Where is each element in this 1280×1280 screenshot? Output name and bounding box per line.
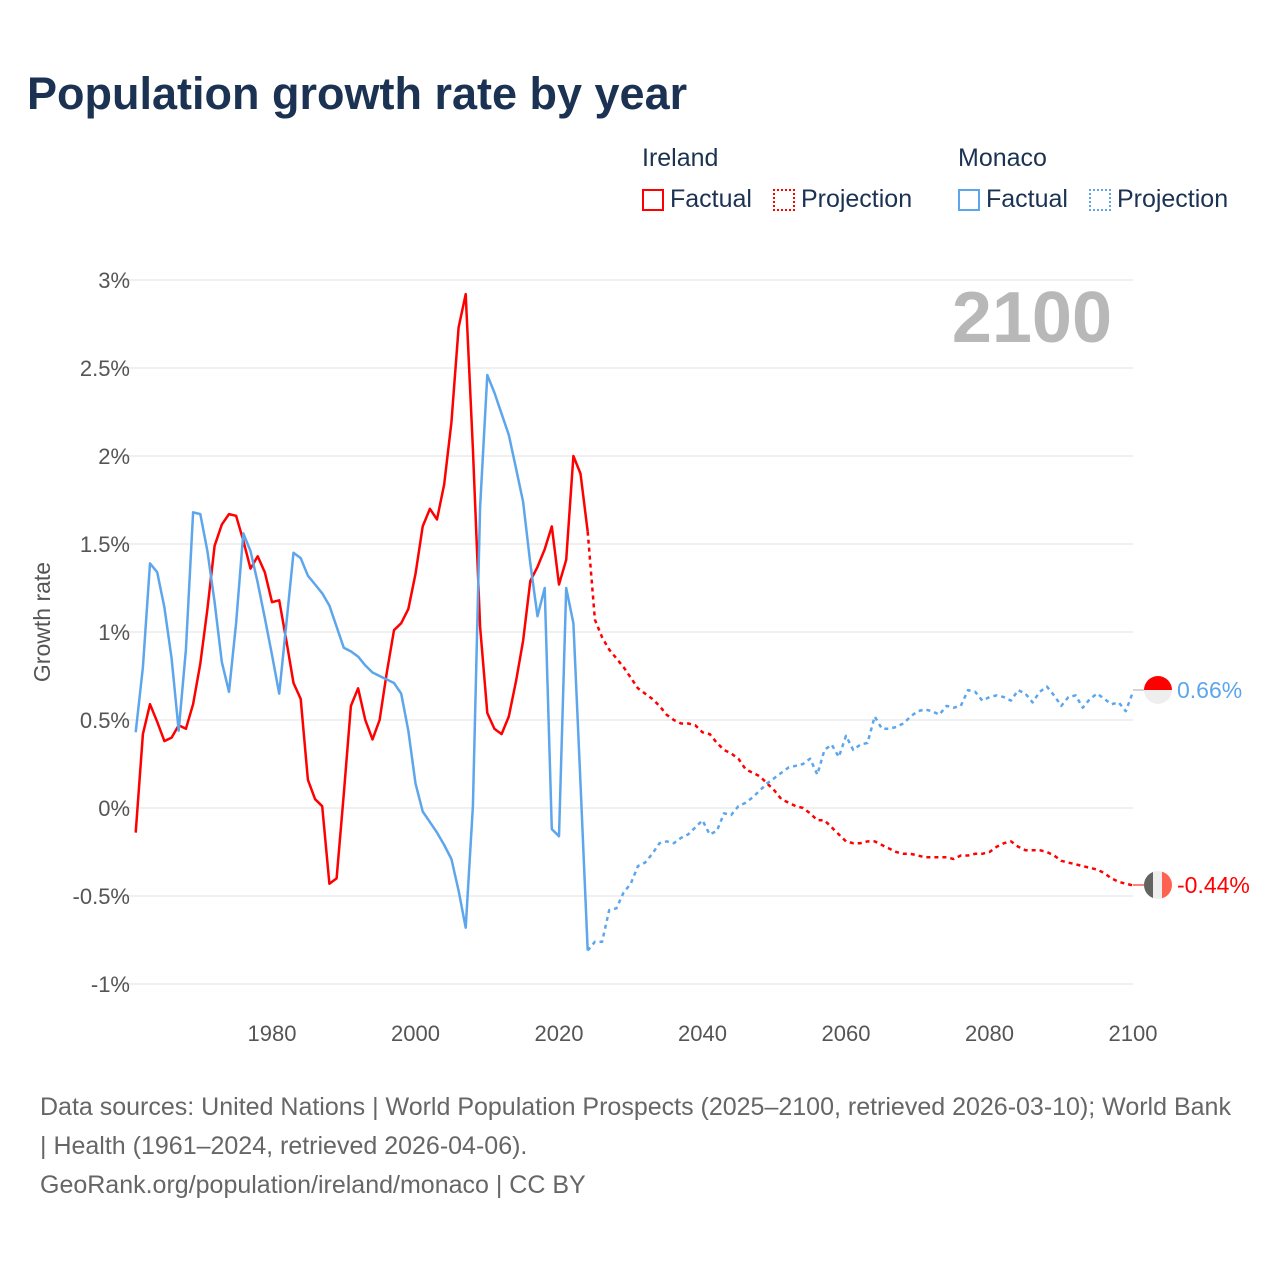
year-watermark: 2100 [952,278,1112,358]
legend-monaco-factual[interactable]: Factual [958,185,1068,214]
dotted-swatch-icon [1088,188,1111,211]
legend-label: Factual [670,185,752,213]
legend-group-name: Ireland [642,144,719,172]
legend-label: Factual [986,185,1068,213]
y-axis-label: Growth rate [29,562,55,682]
y-tick-label: -0.5% [73,884,130,909]
legend-label: Projection [1116,185,1229,213]
y-tick-label: 3% [98,268,130,293]
y-tick-label: 1% [98,620,130,645]
legend-monaco-projection[interactable]: Projection [1088,185,1229,214]
ireland-flag-icon [1144,871,1172,899]
y-tick-label: 2.5% [80,356,130,381]
legend-label: Projection [800,185,913,213]
y-tick-label: -1% [91,972,130,997]
legend-group-name: Monaco [958,144,1047,172]
y-tick-label: 1.5% [80,532,130,557]
data-sources: Data sources: United Nations | World Pop… [40,1093,1231,1160]
credit-link[interactable]: GeoRank.org/population/ireland/monaco | … [40,1171,586,1199]
legend-monaco: Monaco Factual Projection [958,144,1228,218]
x-tick-label: 2060 [822,1021,871,1046]
x-tick-label: 2040 [678,1021,727,1046]
ireland-projection-line [586,531,1134,887]
ireland-end-label: -0.44% [1177,872,1250,898]
ireland-factual-line [134,292,589,885]
chart-title: Population growth rate by year [27,68,688,119]
x-tick-label: 2000 [391,1021,440,1046]
monaco-flag-icon [1144,676,1172,704]
monaco-projection-line [586,685,1135,952]
line-chart: 3% 2.5% 2% 1.5% 1% 0.5% 0% -0.5% -1% 1980 2000 2020… [29,268,1250,1046]
x-tick-label: 2080 [965,1021,1014,1046]
x-tick-label: 1980 [248,1021,297,1046]
legend-ireland: Ireland Factual Projection [642,144,926,218]
y-tick-label: 0.5% [80,708,130,733]
legend-ireland-factual[interactable]: Factual [642,185,752,214]
legend-ireland-projection[interactable]: Projection [772,185,913,214]
footer: Data sources: United Nations | World Pop… [40,1088,1240,1205]
monaco-end-label: 0.66% [1177,677,1242,703]
y-tick-label: 2% [98,444,130,469]
y-tick-label: 0% [98,796,130,821]
monaco-factual-line [134,373,589,951]
x-tick-label: 2100 [1109,1021,1158,1046]
solid-swatch-icon [642,188,664,211]
dotted-swatch-icon [772,188,795,211]
x-tick-label: 2020 [535,1021,584,1046]
solid-swatch-icon [958,188,980,211]
